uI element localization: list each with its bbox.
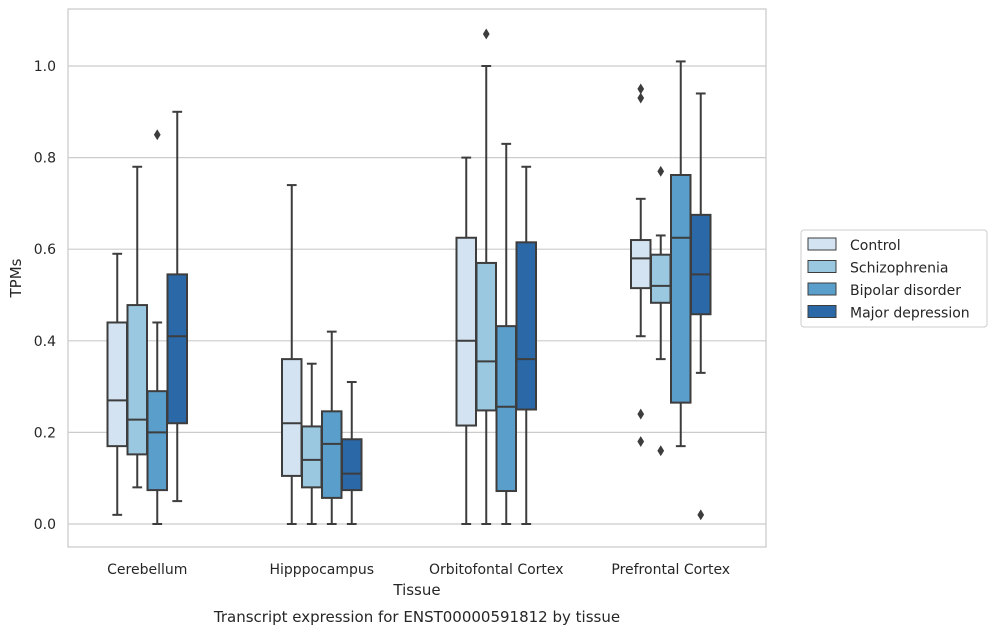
- box-plot: [515, 165, 537, 525]
- y-tick-labels: 0.0 0.2 0.4 0.6 0.8 1.0: [34, 59, 56, 533]
- box: [455, 236, 477, 427]
- y-axis-title: TPMs: [7, 258, 25, 298]
- box: [670, 174, 692, 404]
- box: [166, 273, 188, 425]
- box-plot: [341, 381, 363, 525]
- box-plot: [690, 92, 712, 521]
- box-plot: [106, 252, 128, 516]
- box: [301, 425, 323, 489]
- legend-swatch: [807, 305, 837, 318]
- outlier-point: [697, 509, 705, 521]
- box-plot: [455, 156, 477, 525]
- box: [106, 321, 128, 448]
- box: [146, 390, 168, 492]
- outlier-point: [657, 445, 665, 457]
- outlier-point: [637, 436, 645, 448]
- y-tick-label: 0.8: [34, 151, 56, 167]
- box-plot: [301, 362, 323, 525]
- outlier-point: [637, 408, 645, 420]
- outlier-point: [153, 129, 161, 141]
- legend-label: Schizophrenia: [850, 261, 948, 277]
- box-plot: [281, 184, 303, 525]
- legend: Control Schizophrenia Bipolar disorder Majo…: [800, 229, 988, 328]
- box-plot: [475, 28, 497, 525]
- outlier-point: [637, 83, 645, 95]
- x-tick-label: Cerebellum: [107, 562, 187, 578]
- box: [515, 241, 537, 411]
- box: [281, 358, 303, 477]
- y-tick-label: 0.0: [34, 517, 56, 533]
- box-plot: [126, 165, 148, 489]
- box: [321, 410, 343, 499]
- outlier-point: [482, 28, 490, 40]
- figure-caption: Transcript expression for ENST0000059181…: [213, 608, 620, 626]
- box-plot: [670, 60, 692, 448]
- outlier-point: [657, 165, 665, 177]
- box-plot: [146, 129, 168, 525]
- box-plot: [495, 142, 517, 525]
- x-tick-label: Orbitofontal Cortex: [429, 562, 564, 578]
- y-tick-label: 1.0: [34, 59, 56, 75]
- box-plot: [650, 165, 672, 457]
- y-tick-label: 0.4: [34, 334, 56, 350]
- box-plots: [106, 28, 712, 525]
- legend-swatch: [807, 237, 837, 251]
- outlier-point: [637, 92, 645, 104]
- legend-label: Bipolar disorder: [850, 283, 961, 299]
- legend-label: Major depression: [850, 306, 970, 322]
- box: [630, 239, 652, 290]
- box: [341, 438, 363, 492]
- box: [495, 325, 517, 493]
- box: [475, 261, 497, 412]
- box: [690, 213, 712, 316]
- y-tick-label: 0.2: [34, 425, 56, 441]
- box-plot: [321, 330, 343, 525]
- x-axis-title: Tissue: [392, 581, 440, 599]
- box-plot: [166, 110, 188, 503]
- box: [126, 304, 148, 456]
- box-plot: [630, 83, 652, 448]
- legend-swatch: [807, 282, 837, 296]
- legend-frame: [800, 229, 988, 328]
- x-tick-labels: Cerebellum Hipppocampus Orbitofontal Corte…: [107, 562, 730, 578]
- legend-label: Control: [850, 238, 901, 254]
- y-tick-label: 0.6: [34, 242, 56, 258]
- legend-swatch: [807, 260, 837, 273]
- box: [650, 253, 672, 304]
- x-tick-label: Prefrontal Cortex: [611, 562, 730, 578]
- x-tick-label: Hipppocampus: [269, 562, 374, 578]
- plot-frame: [67, 8, 767, 548]
